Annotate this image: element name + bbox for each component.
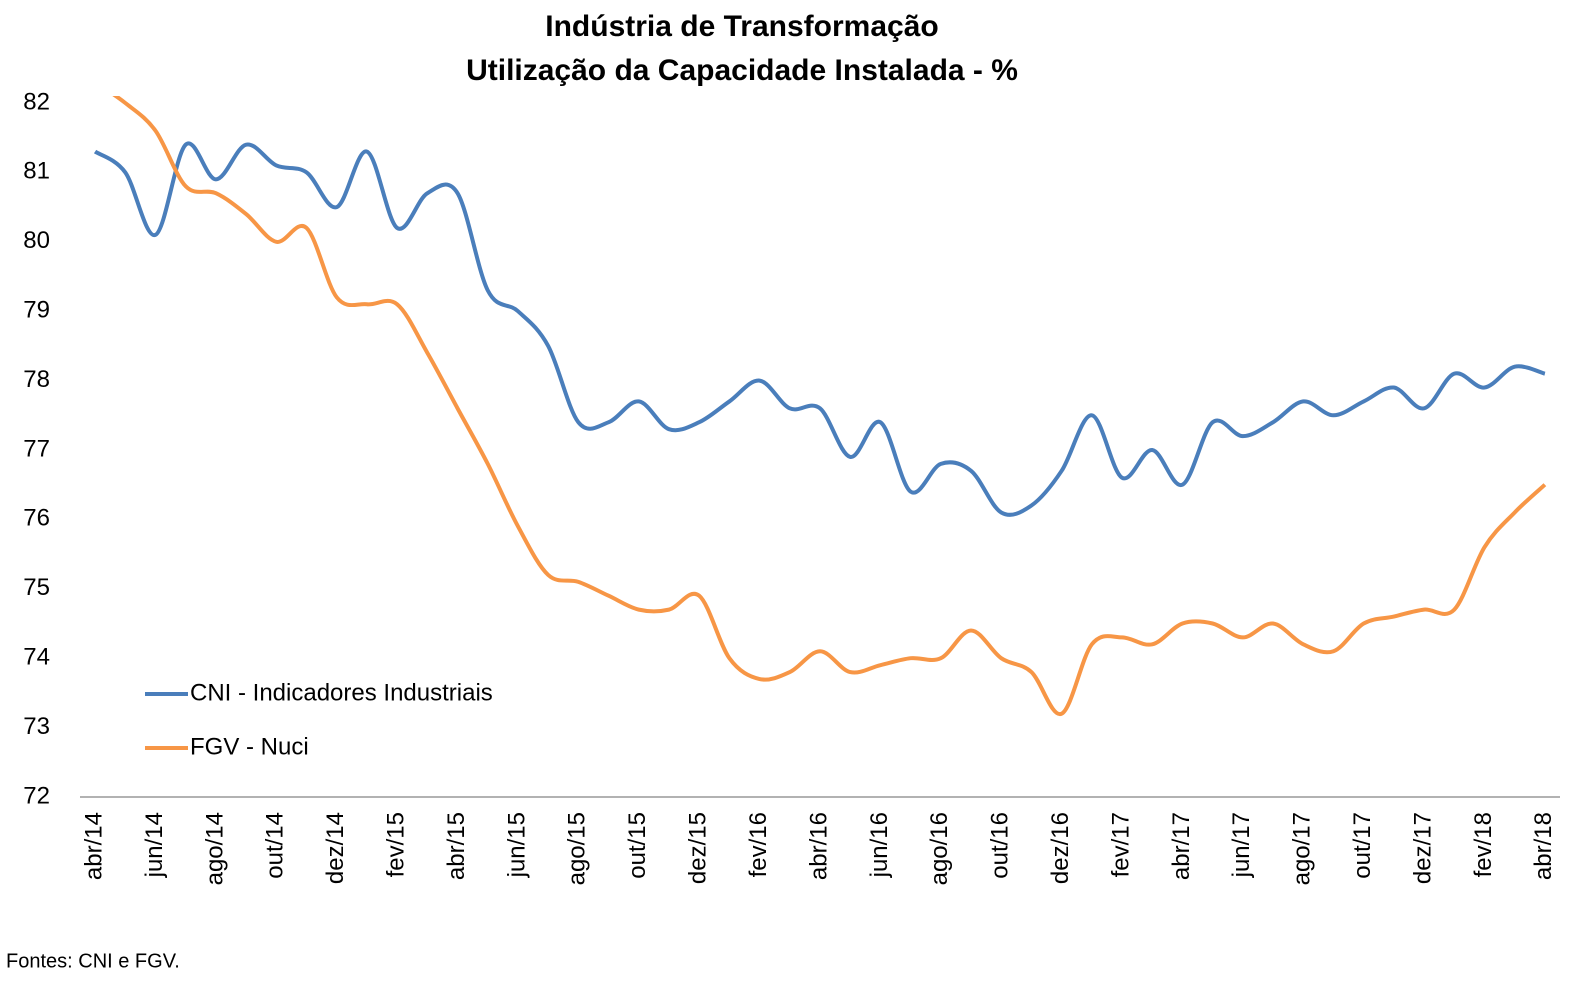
x-tick-label: dez/17 (1409, 812, 1436, 884)
x-tick-label: abr/17 (1168, 812, 1195, 880)
x-tick-label: jun/14 (141, 812, 168, 878)
x-tick-label: dez/15 (685, 812, 712, 884)
x-tick-label: dez/16 (1047, 812, 1074, 884)
x-tick-label: fev/18 (1470, 812, 1497, 877)
x-tick-label: fev/15 (382, 812, 409, 877)
x-tick-label: out/15 (624, 812, 651, 879)
x-tick-label: abr/14 (80, 812, 107, 880)
y-tick-label: 75 (23, 574, 50, 601)
y-tick-label: 82 (23, 88, 50, 115)
x-tick-label: ago/14 (201, 812, 228, 885)
x-tick-label: ago/16 (926, 812, 953, 885)
x-tick-label: abr/16 (805, 812, 832, 880)
legend-label: CNI - Indicadores Industriais (190, 679, 493, 706)
y-tick-label: 76 (23, 505, 50, 532)
x-tick-label: out/16 (987, 812, 1014, 879)
x-tick-label: fev/16 (745, 812, 772, 877)
x-tick-label: jun/16 (866, 812, 893, 878)
x-tick-label: jun/15 (503, 812, 530, 878)
legend-label: FGV - Nuci (190, 733, 309, 760)
x-tick-label: dez/14 (322, 812, 349, 884)
line-series (93, 141, 1546, 517)
chart-title: Indústria de Transformação (545, 10, 938, 43)
x-tick-label: out/17 (1349, 812, 1376, 879)
y-tick-label: 80 (23, 227, 50, 254)
source-note: Fontes: CNI e FGV. (6, 950, 180, 972)
chart-subtitle: Utilização da Capacidade Instalada - % (466, 54, 1018, 87)
y-tick-label: 78 (23, 366, 50, 393)
x-tick-label: fev/17 (1107, 812, 1134, 877)
x-tick-label: out/14 (262, 812, 289, 879)
y-tick-label: 73 (23, 713, 50, 740)
x-tick-label: ago/17 (1289, 812, 1316, 885)
x-tick-label: abr/15 (443, 812, 470, 880)
y-tick-label: 79 (23, 297, 50, 324)
plot-area (93, 96, 1547, 716)
y-tick-label: 74 (23, 644, 50, 671)
y-tick-label: 81 (23, 158, 50, 185)
y-tick-label: 77 (23, 435, 50, 462)
x-tick-label: abr/18 (1530, 812, 1557, 880)
line-series (112, 96, 1547, 716)
y-tick-label: 72 (23, 782, 50, 809)
x-tick-label: jun/17 (1228, 812, 1255, 878)
x-tick-label: ago/15 (564, 812, 591, 885)
